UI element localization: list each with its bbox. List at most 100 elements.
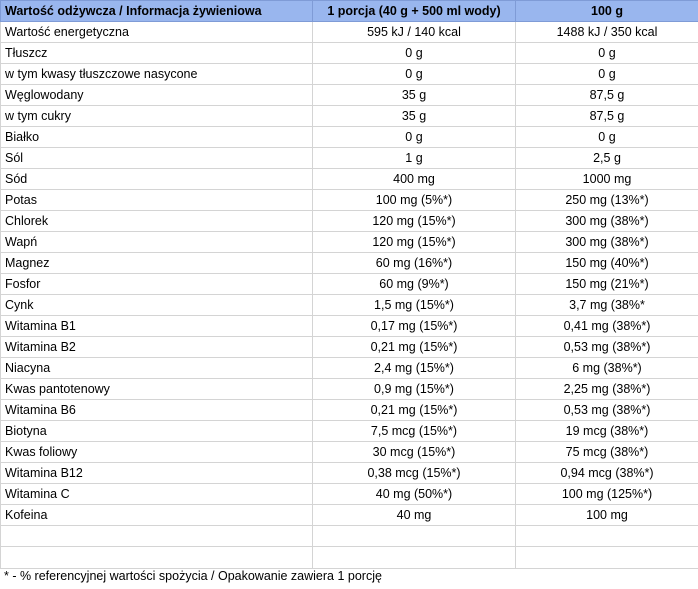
per-100g-value: 150 mg (21%*) xyxy=(515,273,698,295)
header-row: Wartość odżywcza / Informacja żywieniowa… xyxy=(0,0,698,22)
empty-cell xyxy=(0,525,313,547)
table-row: Witamina C 40 mg (50%*) 100 mg (125%*) xyxy=(0,483,698,505)
nutrient-name: Niacyna xyxy=(0,357,313,379)
table-row: Cynk 1,5 mg (15%*) 3,7 mg (38%* xyxy=(0,294,698,316)
nutrition-table: Wartość odżywcza / Informacja żywieniowa… xyxy=(0,0,698,569)
nutrient-name: Wartość energetyczna xyxy=(0,21,313,43)
portion-value: 0,17 mg (15%*) xyxy=(312,315,516,337)
per-100g-value: 100 mg xyxy=(515,504,698,526)
portion-value: 0 g xyxy=(312,63,516,85)
per-100g-value: 0,94 mcg (38%*) xyxy=(515,462,698,484)
portion-value: 0,21 mg (15%*) xyxy=(312,336,516,358)
table-row: Niacyna 2,4 mg (15%*) 6 mg (38%*) xyxy=(0,357,698,379)
nutrient-name: Witamina B12 xyxy=(0,462,313,484)
table-row: Wartość energetyczna 595 kJ / 140 kcal 148… xyxy=(0,21,698,43)
nutrient-name: Sód xyxy=(0,168,313,190)
empty-cell xyxy=(515,546,698,569)
empty-cell xyxy=(515,525,698,547)
per-100g-value: 19 mcg (38%*) xyxy=(515,420,698,442)
portion-value: 0 g xyxy=(312,126,516,148)
nutrient-name: Magnez xyxy=(0,252,313,274)
portion-value: 400 mg xyxy=(312,168,516,190)
per-100g-value: 6 mg (38%*) xyxy=(515,357,698,379)
per-100g-value: 250 mg (13%*) xyxy=(515,189,698,211)
header-portion: 1 porcja (40 g + 500 ml wody) xyxy=(312,0,516,22)
empty-cell xyxy=(312,525,516,547)
portion-value: 40 mg (50%*) xyxy=(312,483,516,505)
portion-value: 7,5 mcg (15%*) xyxy=(312,420,516,442)
table-row: Chlorek 120 mg (15%*) 300 mg (38%*) xyxy=(0,210,698,232)
table-row: Potas 100 mg (5%*) 250 mg (13%*) xyxy=(0,189,698,211)
nutrient-name: Cynk xyxy=(0,294,313,316)
nutrient-name: Kwas pantotenowy xyxy=(0,378,313,400)
per-100g-value: 0 g xyxy=(515,63,698,85)
per-100g-value: 75 mcg (38%*) xyxy=(515,441,698,463)
per-100g-value: 0 g xyxy=(515,42,698,64)
portion-value: 60 mg (16%*) xyxy=(312,252,516,274)
nutrient-name: Witamina C xyxy=(0,483,313,505)
table-row: Fosfor 60 mg (9%*) 150 mg (21%*) xyxy=(0,273,698,295)
portion-value: 100 mg (5%*) xyxy=(312,189,516,211)
per-100g-value: 0 g xyxy=(515,126,698,148)
portion-value: 1 g xyxy=(312,147,516,169)
portion-value: 0 g xyxy=(312,42,516,64)
table-row: Wapń 120 mg (15%*) 300 mg (38%*) xyxy=(0,231,698,253)
nutrient-name: Witamina B6 xyxy=(0,399,313,421)
per-100g-value: 87,5 g xyxy=(515,105,698,127)
table-row: Witamina B6 0,21 mg (15%*) 0,53 mg (38%*) xyxy=(0,399,698,421)
nutrient-name: Fosfor xyxy=(0,273,313,295)
nutrient-name: Biotyna xyxy=(0,420,313,442)
table-row: Węglowodany 35 g 87,5 g xyxy=(0,84,698,106)
portion-value: 60 mg (9%*) xyxy=(312,273,516,295)
per-100g-value: 3,7 mg (38%* xyxy=(515,294,698,316)
per-100g-value: 1488 kJ / 350 kcal xyxy=(515,21,698,43)
per-100g-value: 300 mg (38%*) xyxy=(515,210,698,232)
per-100g-value: 0,41 mg (38%*) xyxy=(515,315,698,337)
nutrient-name: Tłuszcz xyxy=(0,42,313,64)
per-100g-value: 0,53 mg (38%*) xyxy=(515,336,698,358)
table-row: Kofeina 40 mg 100 mg xyxy=(0,504,698,526)
table-row: Witamina B2 0,21 mg (15%*) 0,53 mg (38%*) xyxy=(0,336,698,358)
per-100g-value: 87,5 g xyxy=(515,84,698,106)
empty-cell xyxy=(0,546,313,569)
nutrient-name: w tym cukry xyxy=(0,105,313,127)
nutrient-name: Sól xyxy=(0,147,313,169)
per-100g-value: 1000 mg xyxy=(515,168,698,190)
table-row: Witamina B12 0,38 mcg (15%*) 0,94 mcg (38%… xyxy=(0,462,698,484)
nutrient-name: Witamina B2 xyxy=(0,336,313,358)
table-row: Kwas foliowy 30 mcg (15%*) 75 mcg (38%*) xyxy=(0,441,698,463)
footnote: * - % referencyjnej wartości spożycia / … xyxy=(4,569,382,583)
empty-row xyxy=(0,525,698,547)
nutrient-name: Witamina B1 xyxy=(0,315,313,337)
portion-value: 30 mcg (15%*) xyxy=(312,441,516,463)
table-row: Sód 400 mg 1000 mg xyxy=(0,168,698,190)
nutrient-name: Wapń xyxy=(0,231,313,253)
table-row: Witamina B1 0,17 mg (15%*) 0,41 mg (38%*) xyxy=(0,315,698,337)
portion-value: 0,21 mg (15%*) xyxy=(312,399,516,421)
nutrient-name: Kwas foliowy xyxy=(0,441,313,463)
table-row: w tym cukry 35 g 87,5 g xyxy=(0,105,698,127)
portion-value: 0,38 mcg (15%*) xyxy=(312,462,516,484)
table-row: Biotyna 7,5 mcg (15%*) 19 mcg (38%*) xyxy=(0,420,698,442)
portion-value: 35 g xyxy=(312,84,516,106)
empty-cell xyxy=(312,546,516,569)
portion-value: 120 mg (15%*) xyxy=(312,210,516,232)
per-100g-value: 300 mg (38%*) xyxy=(515,231,698,253)
per-100g-value: 2,5 g xyxy=(515,147,698,169)
table-row: Magnez 60 mg (16%*) 150 mg (40%*) xyxy=(0,252,698,274)
nutrient-name: Chlorek xyxy=(0,210,313,232)
table-row: Kwas pantotenowy 0,9 mg (15%*) 2,25 mg (38… xyxy=(0,378,698,400)
per-100g-value: 2,25 mg (38%*) xyxy=(515,378,698,400)
header-per-100g: 100 g xyxy=(515,0,698,22)
portion-value: 2,4 mg (15%*) xyxy=(312,357,516,379)
portion-value: 1,5 mg (15%*) xyxy=(312,294,516,316)
portion-value: 120 mg (15%*) xyxy=(312,231,516,253)
nutrient-name: Kofeina xyxy=(0,504,313,526)
per-100g-value: 100 mg (125%*) xyxy=(515,483,698,505)
table-row: Sól 1 g 2,5 g xyxy=(0,147,698,169)
nutrient-name: Potas xyxy=(0,189,313,211)
header-nutrient: Wartość odżywcza / Informacja żywieniowa xyxy=(0,0,313,22)
